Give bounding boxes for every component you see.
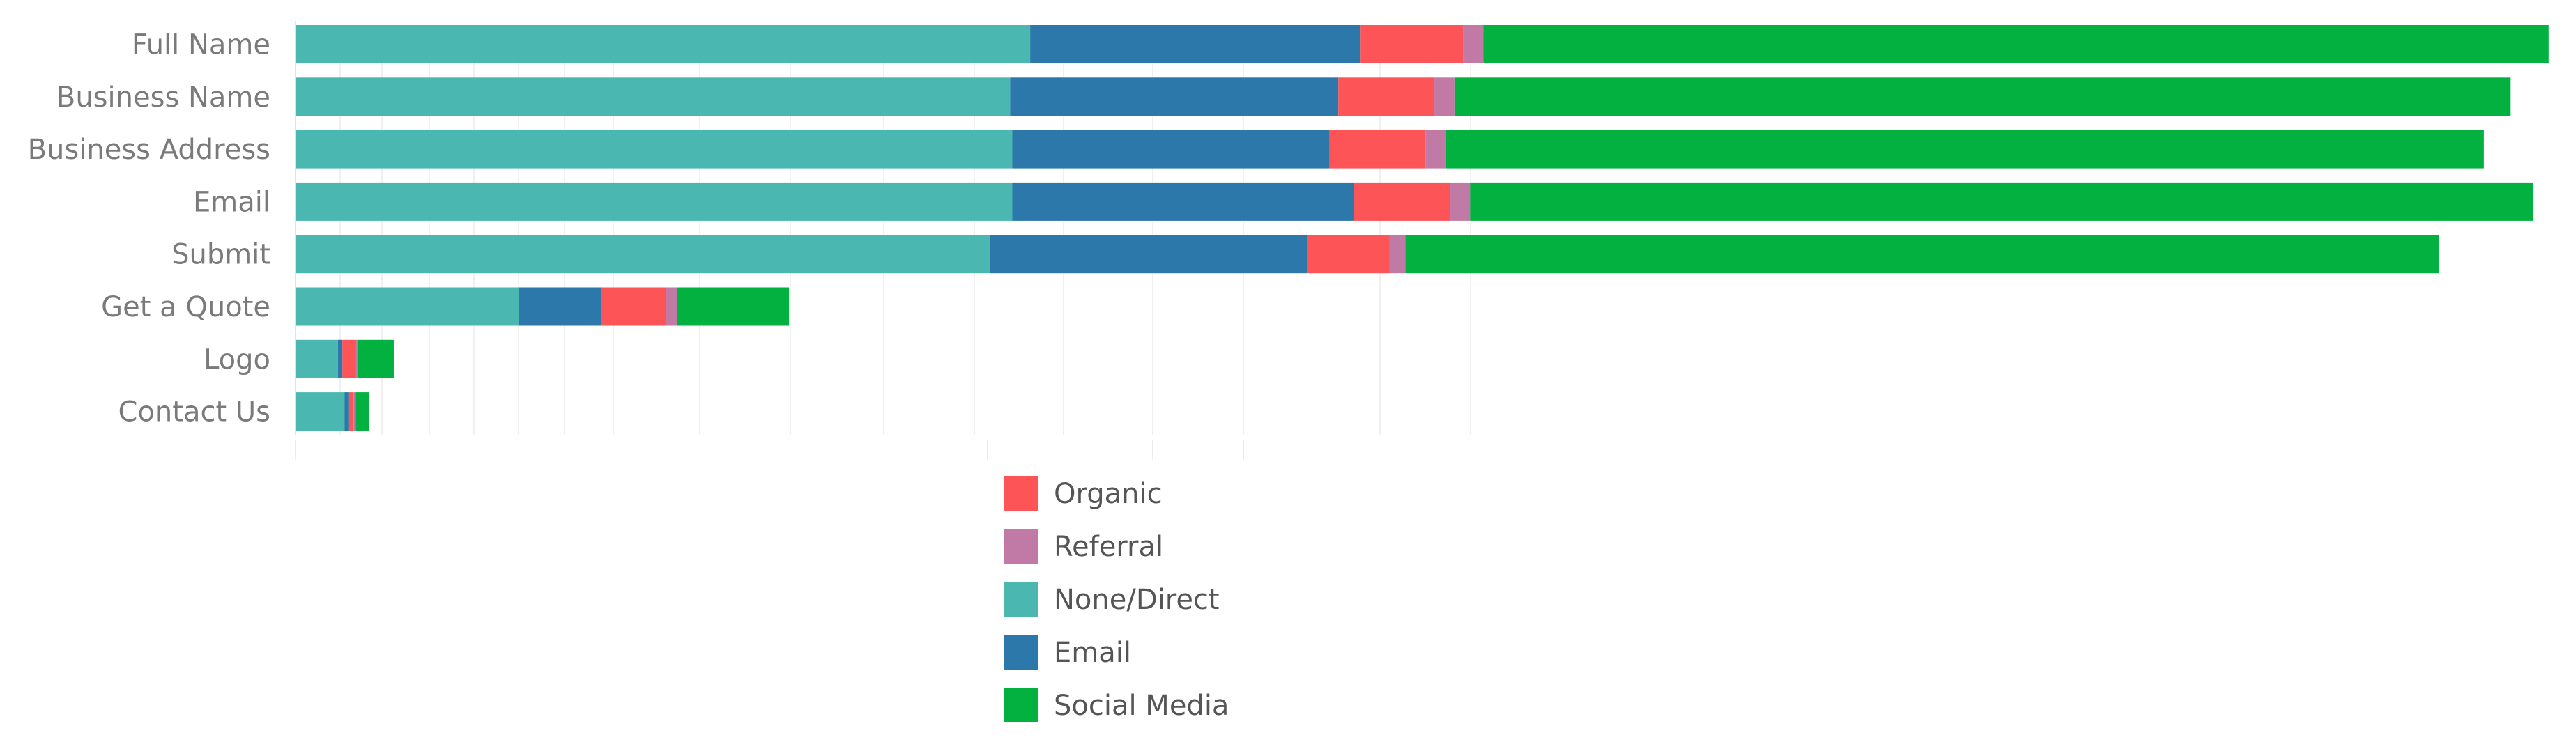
bar-full-name-none-direct [296,25,1031,63]
legend-label-none-direct: None/Direct [1054,584,1220,616]
bar-logo-organic [342,339,356,378]
bar-submit-email [990,235,1308,274]
bar-full-name-referral [1463,25,1484,63]
bar-submit-organic [1307,235,1390,274]
bar-business-name-none-direct [296,77,1011,116]
legend-swatch-none-direct [1004,582,1038,617]
legend-swatch-organic [1004,476,1038,511]
bar-logo-social-media [358,339,394,378]
category-label-business-name: Business Name [56,82,270,114]
category-label-email: Email [193,186,270,218]
bar-contact-us-none-direct [296,392,345,431]
legend: Organic Referral None/Direct Email Social Me… [1004,476,1229,722]
bars-layer [296,25,2549,431]
bar-contact-us-email [344,392,349,431]
legend-label-email: Email [1054,637,1131,669]
bar-full-name-social-media [1483,25,2549,63]
bar-submit-social-media [1405,235,2439,274]
bar-get-a-quote-none-direct [296,287,519,326]
category-label-full-name: Full Name [132,29,270,61]
bar-logo-none-direct [296,339,338,378]
bar-business-address-organic [1329,130,1426,169]
bar-business-name-referral [1434,77,1455,116]
bar-business-name-organic [1338,77,1435,116]
bar-business-address-referral [1425,130,1446,169]
bar-business-address-social-media [1446,130,2484,169]
bar-business-name-email [1010,77,1339,116]
bar-contact-us-referral [353,392,356,431]
legend-label-organic: Organic [1054,478,1163,510]
category-label-contact-us: Contact Us [118,396,270,428]
category-label-logo: Logo [204,343,270,376]
bar-full-name-email [1030,25,1361,63]
category-label-business-address: Business Address [28,134,270,166]
bar-business-address-none-direct [296,130,1013,169]
bar-email-social-media [1470,182,2533,221]
bar-submit-referral [1389,235,1406,274]
bar-business-name-social-media [1454,77,2511,116]
category-labels: Full Name Business Name Business Address Em… [28,29,270,428]
legend-swatch-email [1004,635,1038,670]
bar-full-name-organic [1360,25,1464,63]
bar-logo-email [337,339,343,378]
legend-label-social-media: Social Media [1054,690,1229,722]
category-label-get-a-quote: Get a Quote [101,291,270,323]
bar-business-address-email [1012,130,1330,169]
bar-submit-none-direct [296,235,990,274]
bar-email-none-direct [296,182,1013,221]
bar-get-a-quote-referral [666,287,677,326]
bar-email-organic [1354,182,1450,221]
bar-get-a-quote-email [519,287,601,326]
bar-get-a-quote-social-media [677,287,790,326]
category-label-submit: Submit [171,239,270,271]
legend-label-referral: Referral [1054,531,1163,563]
bar-email-referral [1450,182,1471,221]
bar-email-email [1012,182,1354,221]
bar-logo-referral [355,339,358,378]
legend-swatch-social-media [1004,688,1038,722]
legend-swatch-referral [1004,529,1038,564]
bar-get-a-quote-organic [601,287,666,326]
bar-contact-us-social-media [355,392,369,431]
bar-contact-us-organic [348,392,354,431]
